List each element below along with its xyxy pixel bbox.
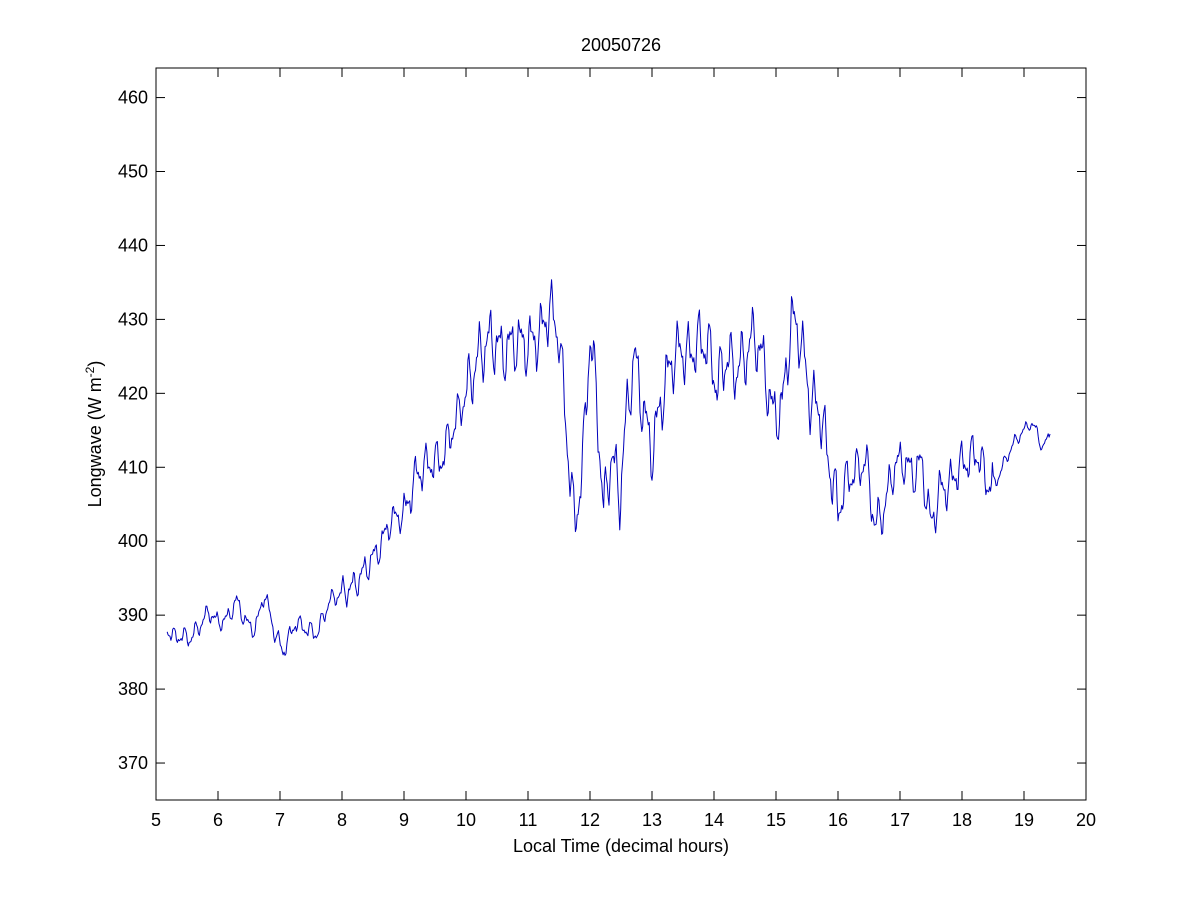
y-tick-label: 410 — [118, 457, 148, 477]
y-axis-label-exponent: -2 — [83, 366, 97, 377]
x-axis-label: Local Time (decimal hours) — [513, 836, 729, 856]
x-tick-label: 10 — [456, 810, 476, 830]
axes-box — [155, 67, 1087, 801]
x-tick-label: 19 — [1014, 810, 1034, 830]
longwave-series-line — [166, 279, 1051, 656]
x-tick-label: 11 — [519, 810, 538, 830]
x-tick-label: 9 — [399, 810, 409, 830]
y-axis-label-close: ) — [85, 361, 105, 367]
x-tick-label: 14 — [704, 810, 724, 830]
y-axis-label: Longwave (W m-2) — [83, 361, 105, 508]
series-layer — [166, 279, 1051, 656]
plot-area — [156, 68, 1086, 800]
y-tick-label: 450 — [118, 162, 148, 182]
x-tick-label: 15 — [766, 810, 786, 830]
y-tick-label: 430 — [118, 309, 148, 329]
y-tick-label: 390 — [118, 605, 148, 625]
x-tick-label: 17 — [890, 810, 910, 830]
x-tick-label: 8 — [337, 810, 347, 830]
x-tick-label: 13 — [642, 810, 662, 830]
x-tick-label: 20 — [1076, 810, 1096, 830]
x-tick-label: 16 — [828, 810, 848, 830]
y-tick-label: 370 — [118, 753, 148, 773]
x-tick-label: 5 — [151, 810, 161, 830]
x-tick-label: 6 — [213, 810, 223, 830]
x-tick-label: 18 — [952, 810, 972, 830]
y-tick-label: 380 — [118, 679, 148, 699]
chart-title: 20050726 — [581, 35, 661, 55]
ticks-layer: 5 6 7 8 9 10 11 12 13 14 15 16 17 18 19 20 370 380 390 400 4… — [118, 68, 1096, 830]
y-tick-label: 420 — [118, 383, 148, 403]
y-tick-label: 400 — [118, 531, 148, 551]
y-tick-label: 460 — [118, 88, 148, 108]
y-axis-label-main: Longwave (W m — [85, 377, 105, 507]
x-tick-label: 7 — [275, 810, 285, 830]
x-tick-label: 12 — [580, 810, 600, 830]
y-tick-label: 440 — [118, 235, 148, 255]
